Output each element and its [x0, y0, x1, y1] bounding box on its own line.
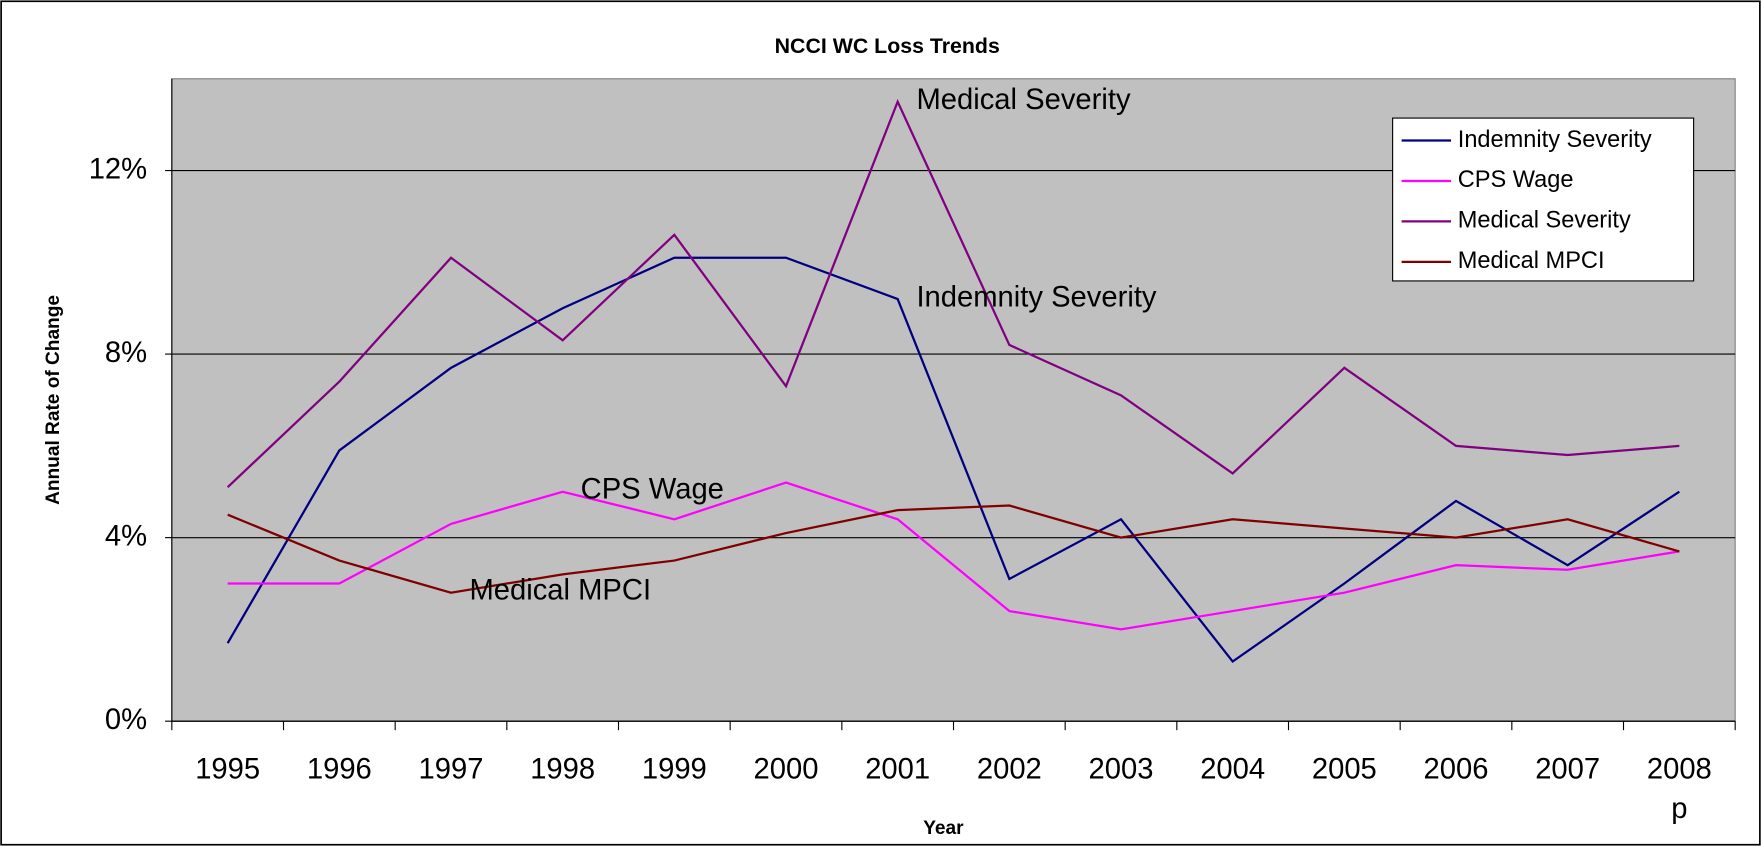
x-tick-label: 2004 [1200, 753, 1265, 785]
data-line [227, 481, 1680, 631]
annotation: CPS Wage [581, 474, 724, 506]
x-tick-label: 1998 [530, 753, 595, 785]
x-tick-label: 1995 [195, 753, 260, 785]
x-tick-label: 2000 [754, 753, 819, 785]
x-tick-label: 2001 [865, 753, 930, 785]
y-tick-label: 12% [89, 153, 147, 185]
x-tick-label: 2006 [1424, 753, 1489, 785]
x-tick-label: 1999 [642, 753, 707, 785]
y-axis-title: Annual Rate of Change [43, 295, 64, 505]
annotation: Medical Severity [916, 84, 1131, 116]
x-tick-label: 2007 [1535, 753, 1600, 785]
y-tick-label: 8% [105, 337, 147, 369]
x-axis-title: Year [923, 818, 964, 839]
data-line [227, 504, 1680, 594]
data-line [226, 98, 1680, 488]
data-line [226, 256, 1680, 664]
legend-label: Indemnity Severity [1458, 126, 1652, 152]
x-tick-label: 1997 [419, 753, 484, 785]
y-tick-label: 0% [105, 704, 147, 736]
x-tick-label: 1996 [307, 753, 372, 785]
annotation: Indemnity Severity [916, 282, 1156, 314]
x-tick-label: 2008 p [1647, 753, 1712, 824]
annotation: Medical MPCI [469, 575, 651, 607]
legend-label: Medical Severity [1458, 207, 1631, 233]
chart-title: NCCI WC Loss Trends [775, 34, 1000, 58]
legend-label: Medical MPCI [1458, 247, 1605, 273]
y-tick-label: 4% [105, 520, 147, 552]
x-tick-label: 2002 [977, 753, 1042, 785]
legend-label: CPS Wage [1458, 166, 1574, 192]
x-tick-label: 2003 [1089, 753, 1154, 785]
legend-box [1392, 117, 1695, 282]
x-tick-label: 2005 [1312, 753, 1377, 785]
